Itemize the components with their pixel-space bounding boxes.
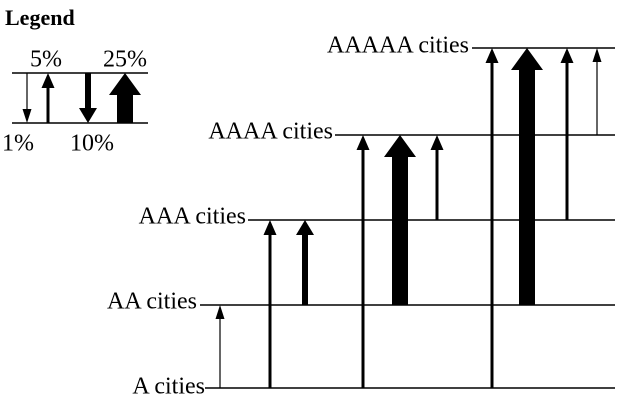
legend-label: 1% [2, 131, 34, 157]
flow-arrow [384, 135, 416, 305]
legend-label: 25% [103, 47, 147, 73]
flow-arrow [485, 48, 499, 388]
flow-arrow [296, 220, 314, 305]
flow-arrow [41, 73, 55, 123]
level-label: AAAA cities [208, 119, 333, 145]
flow-arrow [511, 48, 543, 305]
flow-arrow [560, 48, 574, 220]
legend-label: 10% [70, 131, 114, 157]
legend-title: Legend [5, 5, 75, 30]
level-label: AA cities [107, 289, 197, 315]
level-label: AAA cities [139, 204, 246, 230]
flow-arrow [79, 73, 97, 123]
legend: Legend 5% 25% 1% 10% [2, 5, 148, 157]
level-label: AAAAA cities [327, 33, 469, 59]
level-label: A cities [132, 374, 205, 400]
arrows [22, 48, 602, 388]
flow-arrow [22, 73, 32, 123]
flow-arrow [430, 135, 444, 220]
flow-arrow [356, 135, 370, 388]
flow-arrow [215, 305, 225, 388]
levels: A cities AA cities AAA cities AAAA citie… [107, 33, 615, 400]
flow-arrow [263, 220, 277, 388]
legend-label: 5% [30, 47, 62, 73]
flow-arrow [592, 48, 602, 135]
flow-arrow [109, 73, 141, 123]
